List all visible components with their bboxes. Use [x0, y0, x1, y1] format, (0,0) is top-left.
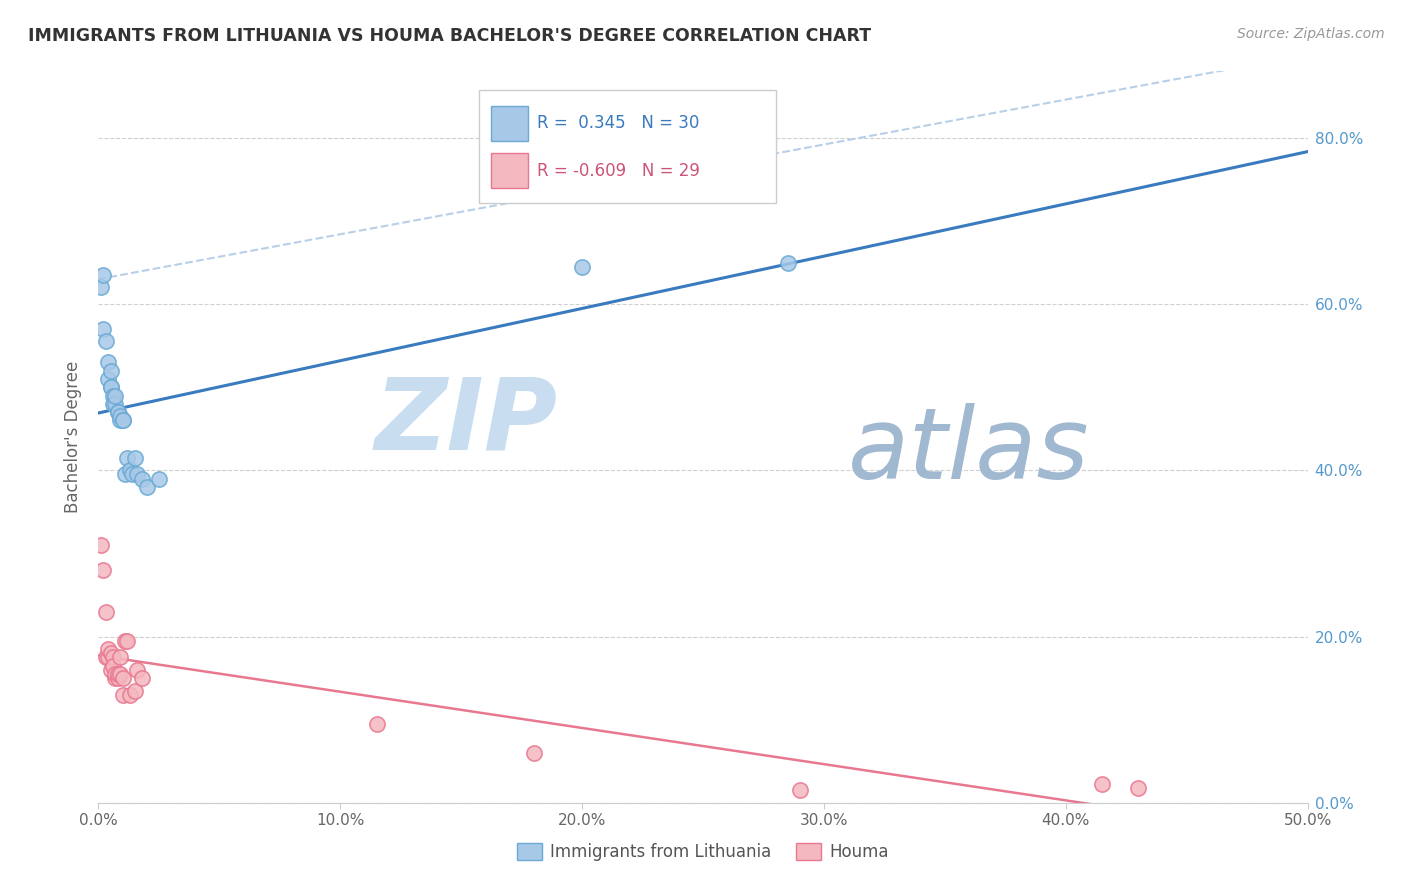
Text: R =  0.345   N = 30: R = 0.345 N = 30: [537, 114, 700, 132]
Text: Source: ZipAtlas.com: Source: ZipAtlas.com: [1237, 27, 1385, 41]
Point: [131, 671, 153, 685]
Point: [366, 716, 388, 731]
Point: [131, 472, 153, 486]
Point: [101, 388, 124, 402]
Point: [104, 667, 127, 681]
Point: [104, 388, 127, 402]
Bar: [492, 153, 527, 188]
Point: [127, 663, 149, 677]
Point: [100, 363, 122, 377]
Point: [100, 380, 122, 394]
Point: [117, 450, 139, 465]
Point: [117, 633, 139, 648]
Bar: [492, 106, 527, 141]
Text: ZIP: ZIP: [375, 374, 558, 471]
Point: [100, 646, 122, 660]
Point: [776, 255, 799, 269]
Point: [100, 380, 122, 394]
Point: [108, 409, 131, 424]
Point: [114, 467, 136, 482]
Point: [97, 650, 120, 665]
Point: [91, 563, 114, 577]
Point: [111, 671, 134, 685]
Point: [100, 663, 122, 677]
Point: [135, 480, 157, 494]
Point: [789, 783, 811, 797]
Point: [107, 405, 129, 419]
Point: [90, 538, 112, 552]
Point: [91, 268, 114, 282]
Point: [114, 633, 136, 648]
Point: [523, 746, 546, 760]
Point: [111, 413, 134, 427]
Point: [101, 658, 124, 673]
Legend: Immigrants from Lithuania, Houma: Immigrants from Lithuania, Houma: [510, 836, 896, 868]
Point: [148, 472, 170, 486]
Text: R = -0.609   N = 29: R = -0.609 N = 29: [537, 161, 700, 180]
Point: [1128, 780, 1150, 795]
Point: [97, 355, 120, 369]
Point: [104, 397, 127, 411]
Point: [127, 467, 149, 482]
Point: [107, 405, 129, 419]
Point: [107, 667, 129, 681]
Point: [97, 372, 120, 386]
Text: atlas: atlas: [848, 403, 1090, 500]
Point: [124, 450, 146, 465]
Point: [107, 671, 129, 685]
Point: [94, 650, 117, 665]
Point: [90, 280, 112, 294]
Point: [111, 413, 134, 427]
Point: [118, 688, 141, 702]
Point: [108, 667, 131, 681]
Point: [1091, 777, 1114, 791]
Point: [91, 322, 114, 336]
Point: [124, 683, 146, 698]
Text: IMMIGRANTS FROM LITHUANIA VS HOUMA BACHELOR'S DEGREE CORRELATION CHART: IMMIGRANTS FROM LITHUANIA VS HOUMA BACHE…: [28, 27, 872, 45]
Point: [121, 467, 143, 482]
Point: [118, 463, 141, 477]
Point: [111, 688, 134, 702]
Point: [101, 650, 124, 665]
Point: [108, 650, 131, 665]
Point: [97, 642, 120, 657]
Point: [104, 671, 127, 685]
Point: [94, 605, 117, 619]
Point: [94, 334, 117, 349]
FancyBboxPatch shape: [479, 90, 776, 203]
Point: [571, 260, 593, 274]
Y-axis label: Bachelor's Degree: Bachelor's Degree: [65, 361, 83, 513]
Point: [101, 397, 124, 411]
Point: [108, 413, 131, 427]
